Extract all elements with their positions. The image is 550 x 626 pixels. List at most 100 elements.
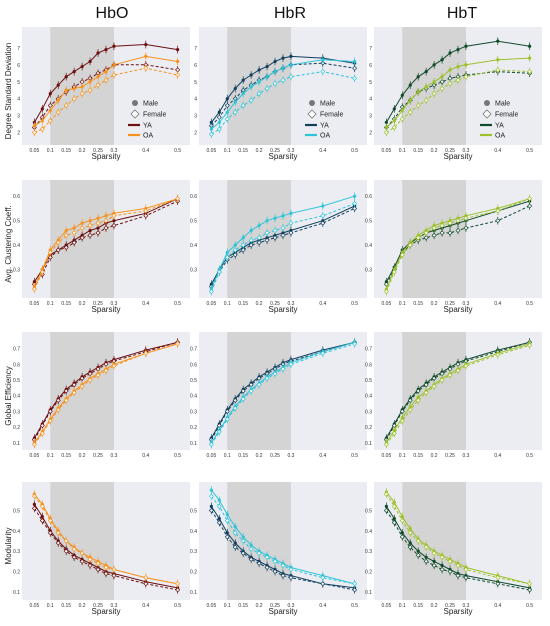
panel-hbr-row-1: 2 3 4 5 6 7 0.05 0.1 0.15 0.2 0.25 0.3 0.4 0.5 Sparsit… [194,27,367,161]
legend-male-marker [132,100,138,106]
x-tick-label: 0.2 [256,603,263,609]
x-tick-label: 0.05 [382,148,392,154]
x-tick-label: 0.25 [270,148,280,154]
x-tick-label: 0.2 [431,148,438,154]
data-point [31,130,37,136]
y-tick-label: 5 [369,80,372,86]
data-point [264,230,270,236]
data-point [456,48,460,52]
data-point [439,377,445,383]
legend-male-marker [309,100,315,106]
x-tick-label: 0.15 [413,148,423,154]
y-tick-label: 0.5 [365,378,372,384]
panel-hbo-row-4: 0.1 0.2 0.3 0.4 0.5 0.05 0.1 0.15 0.2 0.25 0.3 0.4 0… [13,482,190,616]
x-tick-label: 0.05 [30,301,40,307]
data-point [103,571,109,577]
data-point [352,341,358,347]
x-tick-label: 0.5 [351,603,358,609]
data-point [392,516,396,521]
y-tick-label: 5 [194,80,197,86]
data-point [265,219,269,223]
x-tick-label: 0.3 [110,301,117,307]
x-tick-label: 0.5 [351,301,358,307]
data-point [47,418,53,424]
data-point [232,247,238,253]
x-tick-label: 0.3 [462,453,469,459]
data-point [80,85,84,89]
data-point [208,493,214,499]
data-point [225,97,229,101]
x-axis-label: Sparsity [444,305,473,314]
data-point [216,126,222,132]
x-tick-label: 0.15 [413,301,423,307]
data-point [143,208,149,214]
data-point [175,341,181,347]
data-point [256,382,262,388]
data-point [415,388,421,394]
data-point [321,58,325,62]
data-point [225,531,229,535]
data-point [249,85,253,89]
data-point [423,558,429,564]
y-tick-label: 0.4 [365,243,372,249]
data-point [39,518,45,524]
data-point [63,245,69,251]
data-point [288,74,294,80]
data-point [272,80,278,86]
data-point [353,194,357,198]
data-point [143,350,149,356]
legend-oa-label: OA [143,133,153,140]
data-point [88,59,92,64]
data-point [232,544,238,550]
data-point [176,59,180,64]
x-tick-label: 0.3 [462,148,469,154]
x-tick-label: 0.05 [382,453,392,459]
x-tick-label: 0.2 [431,453,438,459]
data-point [272,235,278,241]
data-point [496,58,500,62]
data-point [175,587,181,593]
y-tick-label: 7 [194,46,197,52]
y-tick-label: 0.3 [13,549,20,555]
data-point [407,109,413,115]
x-tick-label: 0.1 [47,453,54,459]
data-point [48,108,52,113]
data-point [88,228,92,233]
y-tick-label: 0.5 [190,378,197,384]
data-point [96,216,100,220]
x-tick-label: 0.4 [319,453,326,459]
x-tick-label: 0.3 [110,453,117,459]
data-point [264,554,270,560]
data-point [55,540,61,546]
y-tick-label: 4 [17,97,20,103]
data-point [384,120,388,124]
data-point [399,408,405,414]
x-tick-label: 0.25 [93,453,103,459]
data-point [64,228,68,233]
data-point [63,232,69,238]
x-tick-label: 0.4 [142,453,149,459]
data-point [439,554,445,560]
x-tick-label: 0.15 [238,603,248,609]
data-point [79,225,85,231]
data-point [431,383,437,389]
data-point [249,73,253,77]
data-point [288,361,294,367]
data-point [280,366,286,372]
x-tick-label: 0.4 [319,603,326,609]
x-tick-label: 0.1 [47,603,54,609]
data-point [408,541,412,545]
data-point [256,235,262,241]
y-tick-label: 0.7 [190,347,197,353]
y-tick-label: 0.1 [365,441,372,447]
data-point [439,567,445,573]
data-point [209,504,213,508]
data-point [216,429,222,435]
y-tick-label: 4 [369,97,372,103]
data-point [281,66,285,70]
y-tick-label: 3 [17,114,20,120]
data-point [111,213,117,219]
data-point [392,119,396,123]
x-tick-label: 0.5 [351,148,358,154]
y-tick-label: 2 [194,131,197,137]
